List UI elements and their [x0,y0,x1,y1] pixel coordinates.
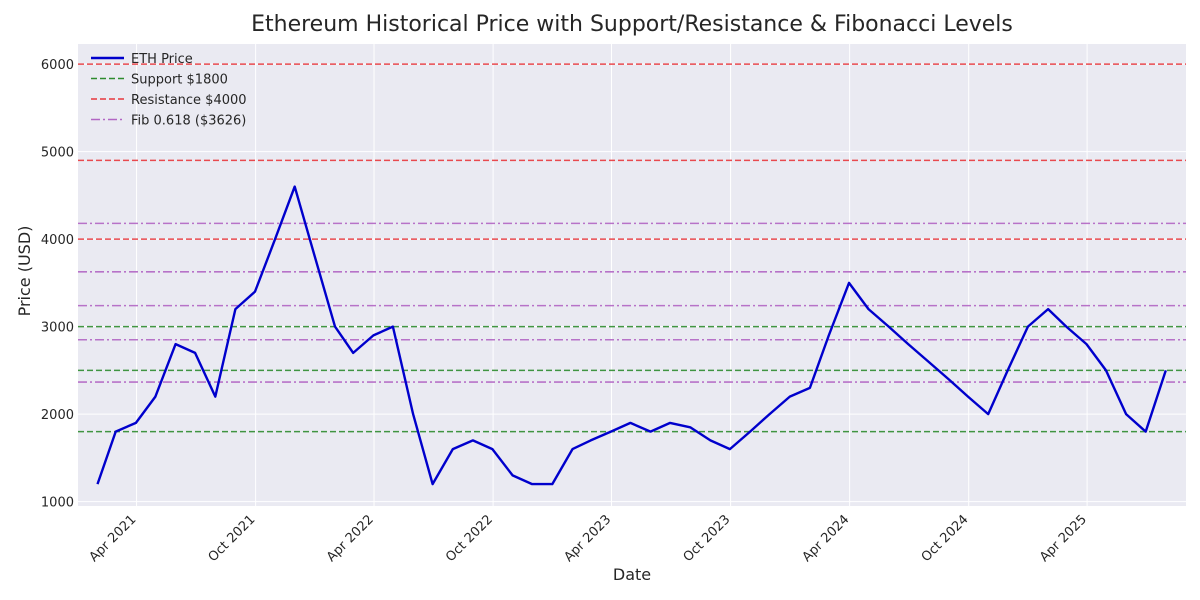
eth-price-line [96,185,1167,486]
y-tick-label: 6000 [41,58,74,73]
x-axis-label: Date [613,565,651,584]
y-tick-label: 5000 [41,146,74,161]
legend-label: ETH Price [131,52,193,67]
y-tick-label: 2000 [41,408,74,423]
y-tick-label: 1000 [41,496,74,511]
legend-label: Fib 0.618 ($3626) [131,114,246,129]
legend: ETH Price Support $1800 Resistance $4000 Fi… [91,52,247,129]
y-axis-label: Price (USD) [15,226,34,317]
y-axis-ticks: 1000 2000 3000 4000 5000 6000 [41,58,74,511]
legend-label: Support $1800 [131,73,228,88]
legend-label: Resistance $4000 [131,93,247,108]
y-tick-label: 4000 [41,233,74,248]
price-series [96,185,1167,486]
chart-title: Ethereum Historical Price with Support/R… [251,12,1013,37]
plot-area [78,44,1186,506]
y-tick-label: 3000 [41,321,74,336]
